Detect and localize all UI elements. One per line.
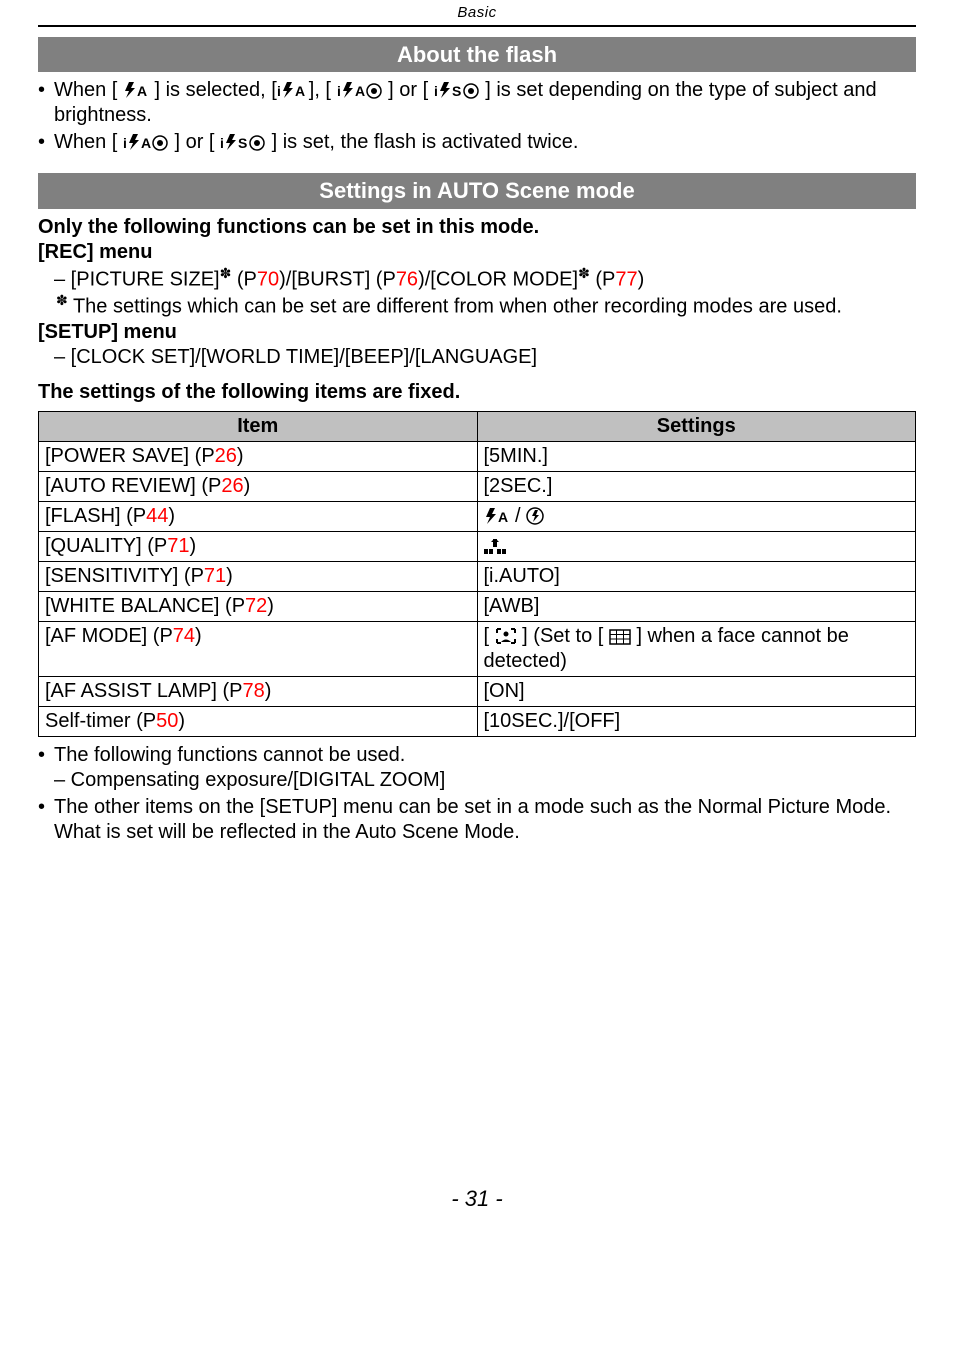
- setting-cell: [i.AUTO]: [477, 562, 916, 592]
- section-flash-title: About the flash: [38, 37, 916, 73]
- setting-cell: [5MIN.]: [477, 442, 916, 472]
- svg-text:i: i: [337, 83, 341, 99]
- text: (P: [231, 268, 257, 290]
- iflash-s-eye-icon: iS: [434, 79, 480, 101]
- table-row: [WHITE BALANCE] (P72)[AWB]: [39, 592, 916, 622]
- text: When [: [54, 131, 123, 153]
- footnote-star: ✽: [220, 265, 232, 281]
- iflash-s-eye-icon: iS: [220, 131, 266, 153]
- footnote-star: ✽: [578, 265, 590, 281]
- flash-bullet-2: When [ iA ] or [ iS ] is set, the flash …: [38, 130, 916, 155]
- text: ], [: [309, 79, 337, 101]
- item-cell: [AF MODE] (P74): [39, 622, 478, 677]
- page-ref: 77: [615, 268, 637, 290]
- setting-cell: [AWB]: [477, 592, 916, 622]
- item-cell: [AUTO REVIEW] (P26): [39, 472, 478, 502]
- table-row: [QUALITY] (P71): [39, 532, 916, 562]
- text: ): [638, 268, 645, 290]
- note-2: The other items on the [SETUP] menu can …: [38, 795, 916, 845]
- text: ] is selected, [: [149, 79, 277, 101]
- setup-menu-label: [SETUP] menu: [38, 320, 916, 345]
- note-1: The following functions cannot be used. …: [38, 743, 916, 793]
- svg-text:i: i: [434, 83, 438, 99]
- table-row: [FLASH] (P44)A /: [39, 502, 916, 532]
- setting-cell: [ ] (Set to [ ] when a face cannot be de…: [477, 622, 916, 677]
- page-ref: 70: [257, 268, 279, 290]
- setting-cell: [2SEC.]: [477, 472, 916, 502]
- page-ref: 76: [396, 268, 418, 290]
- svg-text:A: A: [498, 509, 508, 525]
- svg-text:i: i: [277, 83, 281, 99]
- item-cell: [WHITE BALANCE] (P72): [39, 592, 478, 622]
- item-cell: [SENSITIVITY] (P71): [39, 562, 478, 592]
- picture-size-line: – [PICTURE SIZE]✽ (P70)/[BURST] (P76)/[C…: [38, 265, 916, 293]
- table-row: [SENSITIVITY] (P71)[i.AUTO]: [39, 562, 916, 592]
- text: When [: [54, 79, 123, 101]
- section-auto-title: Settings in AUTO Scene mode: [38, 173, 916, 209]
- text: (P: [590, 268, 616, 290]
- item-cell: [AF ASSIST LAMP] (P78): [39, 677, 478, 707]
- item-cell: [QUALITY] (P71): [39, 532, 478, 562]
- table-row: [AUTO REVIEW] (P26)[2SEC.]: [39, 472, 916, 502]
- flash-bullets: When [ A ] is selected, [iA], [ iA ] or …: [38, 78, 916, 155]
- text: The following functions cannot be used.: [54, 744, 405, 766]
- table-row: [AF ASSIST LAMP] (P78)[ON]: [39, 677, 916, 707]
- setup-items: – [CLOCK SET]/[WORLD TIME]/[BEEP]/[LANGU…: [38, 345, 916, 370]
- setting-cell: [477, 532, 916, 562]
- table-row: [POWER SAVE] (P26)[5MIN.]: [39, 442, 916, 472]
- text: )/[COLOR MODE]: [418, 268, 578, 290]
- text: )/[BURST] (P: [279, 268, 396, 290]
- svg-text:S: S: [452, 83, 461, 99]
- text: ] or [: [383, 79, 434, 101]
- table-row: Self-timer (P50)[10SEC.]/[OFF]: [39, 707, 916, 737]
- svg-text:A: A: [355, 83, 365, 99]
- text: ] or [: [169, 131, 220, 153]
- svg-text:i: i: [123, 135, 127, 151]
- table-row: [AF MODE] (P74)[ ] (Set to [ ] when a fa…: [39, 622, 916, 677]
- header-rule: [38, 25, 916, 27]
- item-cell: [POWER SAVE] (P26): [39, 442, 478, 472]
- setting-cell: A /: [477, 502, 916, 532]
- svg-text:A: A: [137, 83, 147, 99]
- text: The settings which can be set are differ…: [73, 296, 842, 318]
- text: ] is set, the flash is activated twice.: [266, 131, 578, 153]
- page-number: - 31 -: [38, 1185, 916, 1213]
- col-item: Item: [39, 412, 478, 442]
- col-settings: Settings: [477, 412, 916, 442]
- note-1-sub: – Compensating exposure/[DIGITAL ZOOM]: [54, 768, 916, 793]
- fixed-settings-label: The settings of the following items are …: [38, 380, 916, 405]
- iflash-a-eye-icon: iA: [123, 131, 169, 153]
- star-note: ✽ The settings which can be set are diff…: [38, 292, 916, 320]
- setting-cell: [ON]: [477, 677, 916, 707]
- flash-bullet-1: When [ A ] is selected, [iA], [ iA ] or …: [38, 78, 916, 128]
- item-cell: [FLASH] (P44): [39, 502, 478, 532]
- flash-a-icon: A: [123, 79, 149, 101]
- notes-list: The following functions cannot be used. …: [38, 743, 916, 845]
- text: – [PICTURE SIZE]: [54, 268, 220, 290]
- setting-cell: [10SEC.]/[OFF]: [477, 707, 916, 737]
- item-cell: Self-timer (P50): [39, 707, 478, 737]
- svg-text:A: A: [295, 83, 305, 99]
- settings-table: Item Settings [POWER SAVE] (P26)[5MIN.][…: [38, 411, 916, 737]
- page-section-header: Basic: [38, 0, 916, 25]
- svg-text:i: i: [220, 135, 224, 151]
- rec-menu-label: [REC] menu: [38, 240, 916, 265]
- footnote-star: ✽: [56, 292, 68, 308]
- iflash-a-icon: iA: [277, 79, 309, 101]
- svg-text:A: A: [141, 135, 151, 151]
- auto-intro: Only the following functions can be set …: [38, 215, 916, 240]
- svg-text:S: S: [238, 135, 247, 151]
- iflash-a-eye-icon: iA: [337, 79, 383, 101]
